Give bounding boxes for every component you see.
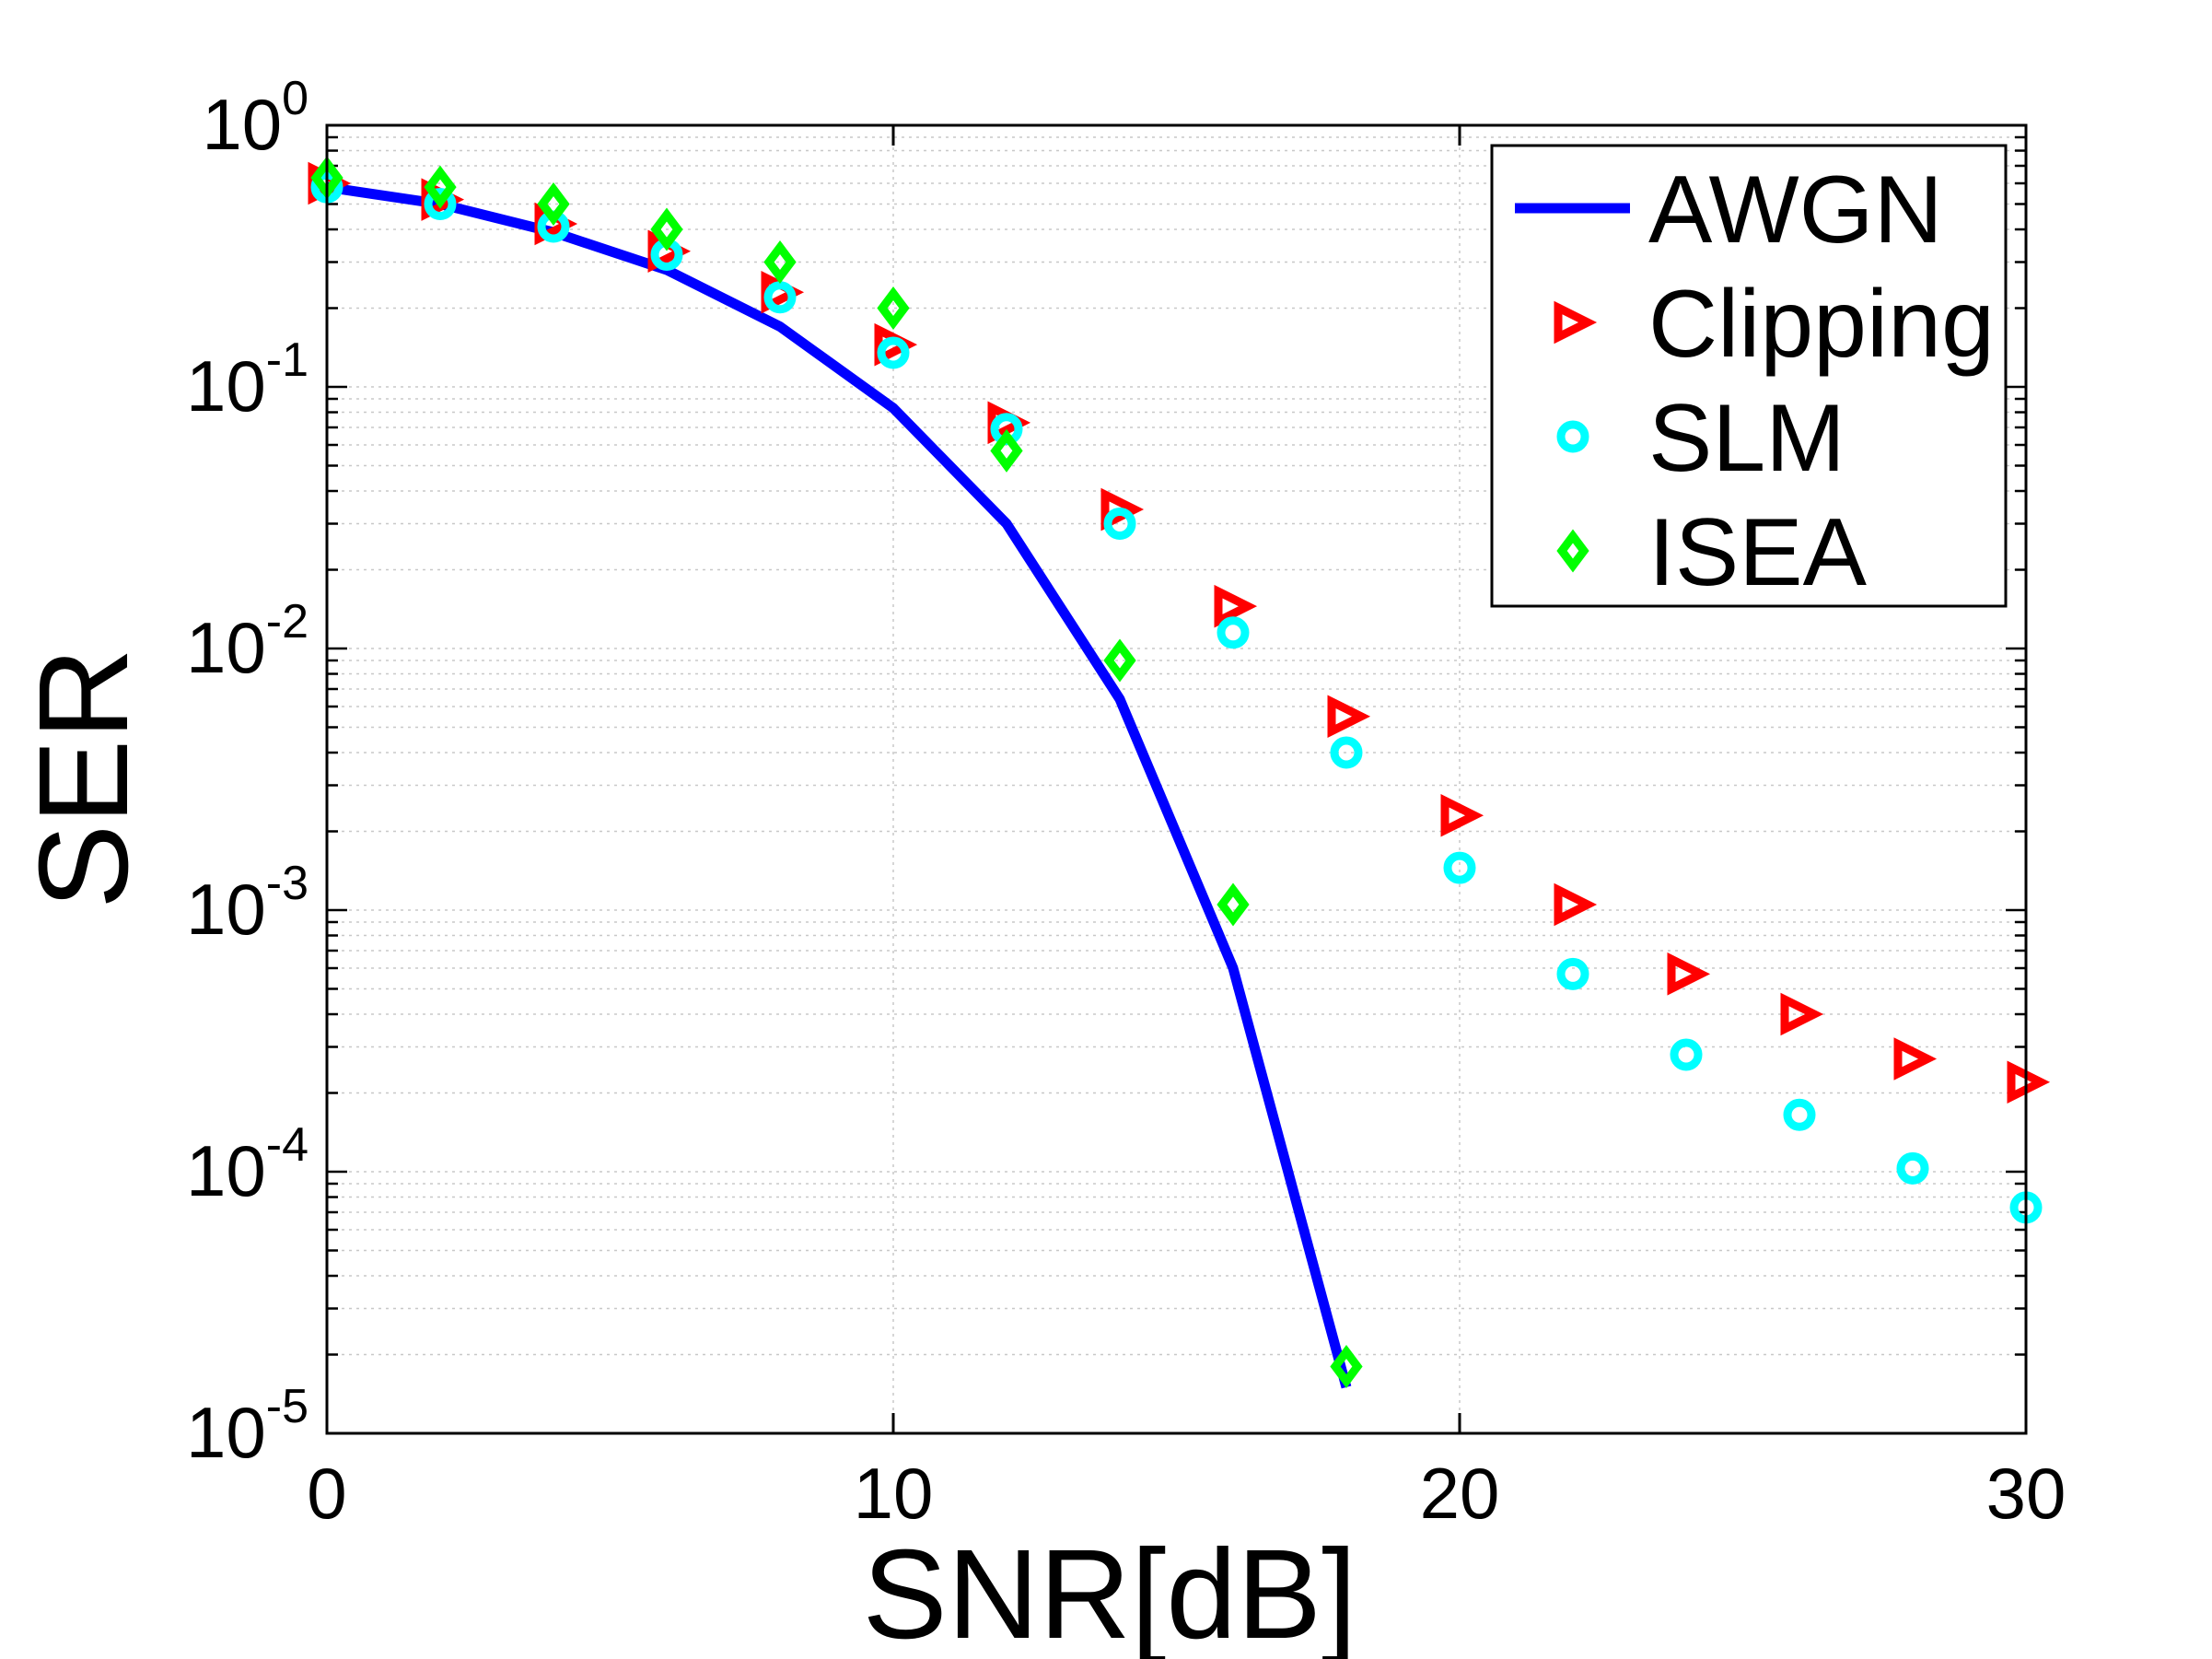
y-tick-label: 10-2: [186, 595, 309, 688]
legend-item-awgn: AWGN: [1515, 157, 1943, 263]
isea-point: [1330, 1345, 1363, 1389]
isea-point: [990, 428, 1023, 473]
x-tick-label: 0: [307, 1453, 346, 1534]
series-awgn: [326, 181, 1352, 1389]
y-tick-base: 10: [202, 84, 282, 165]
legend-label: SLM: [1648, 385, 1845, 492]
legend-item-isea: ISEA: [1556, 499, 1868, 606]
slm-point: [424, 187, 457, 220]
y-tick-base: 10: [186, 345, 266, 426]
isea-point: [1103, 638, 1136, 683]
isea-point: [1217, 882, 1250, 927]
y-tick-label: 10-5: [186, 1380, 309, 1473]
slm-point: [1556, 957, 1589, 990]
y-tick-exponent: -3: [266, 857, 309, 910]
legend-swatch: [1556, 420, 1589, 453]
y-tick-label: 100: [202, 72, 309, 165]
y-axis-label: SER: [13, 648, 155, 909]
y-tick-base: 10: [186, 1130, 266, 1211]
x-tick-label: 30: [1986, 1453, 2066, 1534]
isea-point: [650, 207, 683, 251]
y-tick-exponent: -5: [266, 1380, 309, 1433]
legend-label: AWGN: [1648, 157, 1943, 263]
legend-box: [1490, 144, 2008, 608]
data-series: [308, 156, 2051, 1389]
slm-point: [1896, 1151, 1929, 1185]
slm-point: [1783, 1098, 1816, 1131]
slm-point: [1670, 1038, 1703, 1071]
isea-point: [537, 181, 570, 226]
series-isea: [310, 156, 1363, 1389]
legend-swatch: [1554, 300, 1598, 345]
slm-point: [877, 336, 910, 369]
slm-point: [1217, 616, 1250, 649]
axis-ticks: [325, 125, 2028, 1433]
x-tick-labels: 0 10 20 30: [307, 1453, 2066, 1534]
plot-frame: [325, 123, 2028, 1435]
clipping-point: [1214, 584, 1258, 628]
legend-label: Clipping: [1648, 271, 1995, 378]
y-tick-label: 10-1: [186, 333, 309, 426]
y-tick-base: 10: [186, 1392, 266, 1473]
y-tick-exponent: -1: [266, 333, 309, 387]
clipping-point: [1100, 487, 1145, 532]
isea-point: [424, 165, 457, 209]
isea-point: [763, 240, 797, 284]
y-tick-label: 10-4: [186, 1118, 309, 1211]
clipping-point: [1893, 1037, 1938, 1081]
legend-swatch: [1556, 529, 1589, 573]
isea-point: [877, 286, 910, 331]
x-tick-label: 20: [1420, 1453, 1500, 1534]
clipping-point: [1780, 992, 1824, 1036]
x-axis-label: SNR[dB]: [863, 1524, 1357, 1659]
y-tick-exponent: 0: [282, 72, 309, 125]
slm-point: [1443, 851, 1476, 884]
y-tick-base: 10: [186, 607, 266, 688]
x-tick-label: 10: [854, 1453, 934, 1534]
legend-item-clipping: Clipping: [1554, 271, 1995, 378]
legend-label: ISEA: [1648, 499, 1868, 606]
clipping-point: [1554, 882, 1598, 927]
y-tick-exponent: -4: [266, 1118, 309, 1172]
y-tick-label: 10-3: [186, 857, 309, 950]
clipping-point: [1327, 695, 1371, 739]
slm-point: [1330, 736, 1363, 769]
slm-point: [1103, 507, 1136, 540]
y-tick-base: 10: [186, 869, 266, 950]
clipping-point: [1440, 793, 1484, 837]
slm-point: [763, 281, 797, 314]
series-line-awgn: [326, 181, 1352, 1389]
y-tick-exponent: -2: [266, 595, 309, 648]
clipping-point: [1667, 952, 1711, 996]
legend-item-slm: SLM: [1556, 385, 1845, 492]
